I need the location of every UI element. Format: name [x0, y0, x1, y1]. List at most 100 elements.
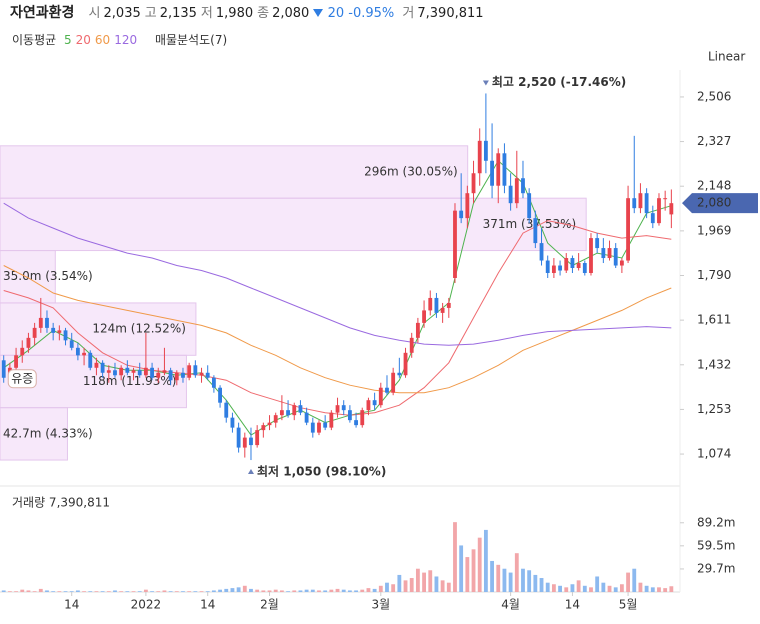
volume-bar	[372, 588, 377, 592]
volume-bar	[613, 587, 618, 592]
candle-body	[94, 362, 99, 368]
candle-body	[626, 198, 630, 261]
candle-body	[143, 367, 148, 376]
volume-bar	[94, 591, 99, 592]
candle-body	[38, 317, 43, 328]
volume-bar	[335, 588, 340, 592]
candle-body	[329, 412, 334, 428]
candle-body	[26, 337, 31, 348]
volume-bar	[329, 589, 334, 592]
volume-bar	[304, 589, 309, 592]
candle-body	[422, 310, 426, 323]
y-tick-label: 1,790	[697, 268, 731, 282]
y-tick-label: 1,969	[697, 223, 731, 237]
candle-body	[539, 243, 544, 261]
volume-bar	[236, 587, 241, 592]
ma-line	[3, 265, 672, 394]
candle-body	[131, 370, 136, 373]
candle-body	[125, 367, 130, 373]
volume-bar	[286, 591, 290, 592]
candle-body	[632, 198, 637, 209]
volume-bar	[465, 557, 470, 592]
volume-bar	[137, 591, 142, 592]
legend-item: 120	[114, 33, 138, 47]
volume-tick-label: 59.5m	[697, 538, 735, 552]
volume-bar	[32, 591, 37, 592]
volume-value: 7,390,811	[417, 6, 484, 21]
profile-label: 42.7m (4.33%)	[3, 426, 93, 440]
candle-body	[545, 260, 550, 274]
field-key: 저	[200, 6, 213, 21]
field-key: 시	[88, 6, 101, 21]
candle-body	[502, 153, 507, 186]
volume-bar	[366, 588, 371, 592]
candle-body	[595, 238, 600, 249]
candle-body	[75, 347, 80, 356]
volume-bar	[63, 591, 68, 592]
candle-body	[453, 210, 457, 278]
volume-bar	[298, 590, 303, 592]
candle-body	[496, 153, 501, 186]
volume-bar	[595, 576, 600, 592]
volume-bar	[496, 564, 501, 592]
candle-body	[137, 370, 142, 376]
volume-bar	[502, 568, 507, 592]
legend: 이동평균 5 20 60 120 매물분석도(7)	[12, 31, 231, 48]
candle-body	[428, 297, 433, 311]
candle-body	[372, 400, 377, 406]
candle-body	[113, 370, 117, 376]
field-key: 고	[144, 6, 157, 21]
volume-bar	[174, 591, 179, 592]
volume-bar	[20, 589, 25, 592]
legend-title: 이동평균	[12, 33, 57, 47]
candle-body	[279, 410, 284, 416]
candle-body	[205, 372, 210, 378]
header-fields: 시 2,035 고 2,135 저 1,980 종 2,080	[85, 6, 310, 21]
candle-body	[490, 160, 494, 186]
volume-bar	[551, 584, 556, 592]
candle-body	[514, 178, 519, 204]
profile-label: 35.0m (3.54%)	[3, 269, 93, 283]
volume-bar	[267, 590, 272, 592]
volume-bar	[397, 574, 402, 592]
candle-body	[267, 422, 272, 426]
candle-body	[162, 370, 167, 373]
volume-bar	[7, 591, 12, 592]
volume-bar	[650, 587, 655, 592]
candle-body	[317, 422, 321, 433]
candle-body	[607, 248, 612, 259]
scale-label: Linear	[708, 50, 745, 64]
volume-bar	[310, 589, 315, 592]
volume-bar	[168, 591, 173, 592]
volume-bar	[539, 578, 544, 592]
candle-body	[174, 372, 179, 381]
candle-body	[471, 173, 476, 194]
y-tick-label: 1,611	[697, 313, 731, 327]
volume-bar	[533, 574, 538, 592]
volume-bar	[619, 584, 624, 592]
volume-bar	[453, 522, 457, 592]
candle-body	[619, 260, 624, 266]
volume-bar	[409, 578, 414, 592]
candle-body	[323, 422, 328, 428]
change-percent: -0.95%	[348, 6, 395, 21]
candle-body	[20, 347, 25, 356]
volume-bar	[545, 582, 550, 592]
profile-label: 매물분석도(7)	[154, 33, 228, 47]
volume-bar	[471, 549, 476, 592]
x-tick-label: 14	[565, 598, 580, 612]
volume-bar	[106, 591, 111, 592]
x-tick-label: 14	[200, 598, 215, 612]
candle-body	[347, 410, 352, 421]
volume-bar	[378, 585, 383, 592]
volume-tick-label: 89.2m	[697, 515, 735, 529]
event-label: 유증	[11, 371, 33, 385]
candle-body	[304, 412, 309, 423]
x-tick-label: 5월	[619, 598, 638, 612]
candle-body	[310, 422, 315, 433]
volume-bar	[211, 590, 216, 592]
volume-bar	[88, 591, 93, 592]
candle-body	[150, 367, 154, 378]
field-value: 2,080	[272, 6, 310, 21]
candle-body	[261, 425, 266, 431]
